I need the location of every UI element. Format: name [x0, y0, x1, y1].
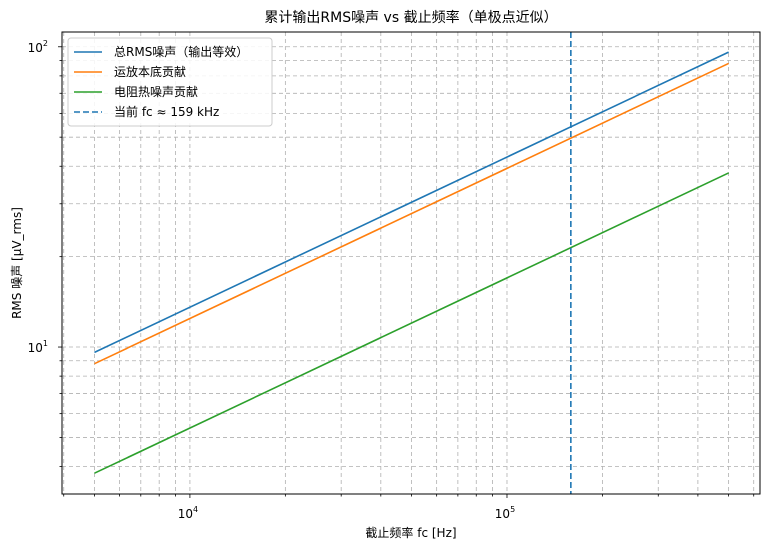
legend-label: 运放本底贡献: [114, 64, 186, 79]
legend-label: 当前 fc ≈ 159 kHz: [114, 104, 219, 119]
chart-title: 累计输出RMS噪声 vs 截止频率（单极点近似）: [264, 9, 557, 26]
series-line: [94, 172, 729, 474]
legend-box: [67, 37, 273, 127]
x-axis-label: 截止频率 fc [Hz]: [365, 525, 456, 540]
plot-frame: [61, 31, 761, 495]
x-tick-label: 105: [495, 505, 515, 521]
x-tick-label: 104: [178, 505, 198, 521]
series-line: [94, 51, 729, 354]
data-series: [94, 32, 729, 494]
series-line: [94, 62, 729, 365]
y-axis-label: RMS 噪声 [μV_rms]: [10, 207, 24, 319]
legend-label: 总RMS噪声（输出等效）: [114, 44, 248, 59]
y-tick-label: 102: [28, 39, 48, 55]
legend-label: 电阻热噪声贡献: [114, 84, 198, 99]
y-tick-label: 101: [28, 339, 48, 355]
